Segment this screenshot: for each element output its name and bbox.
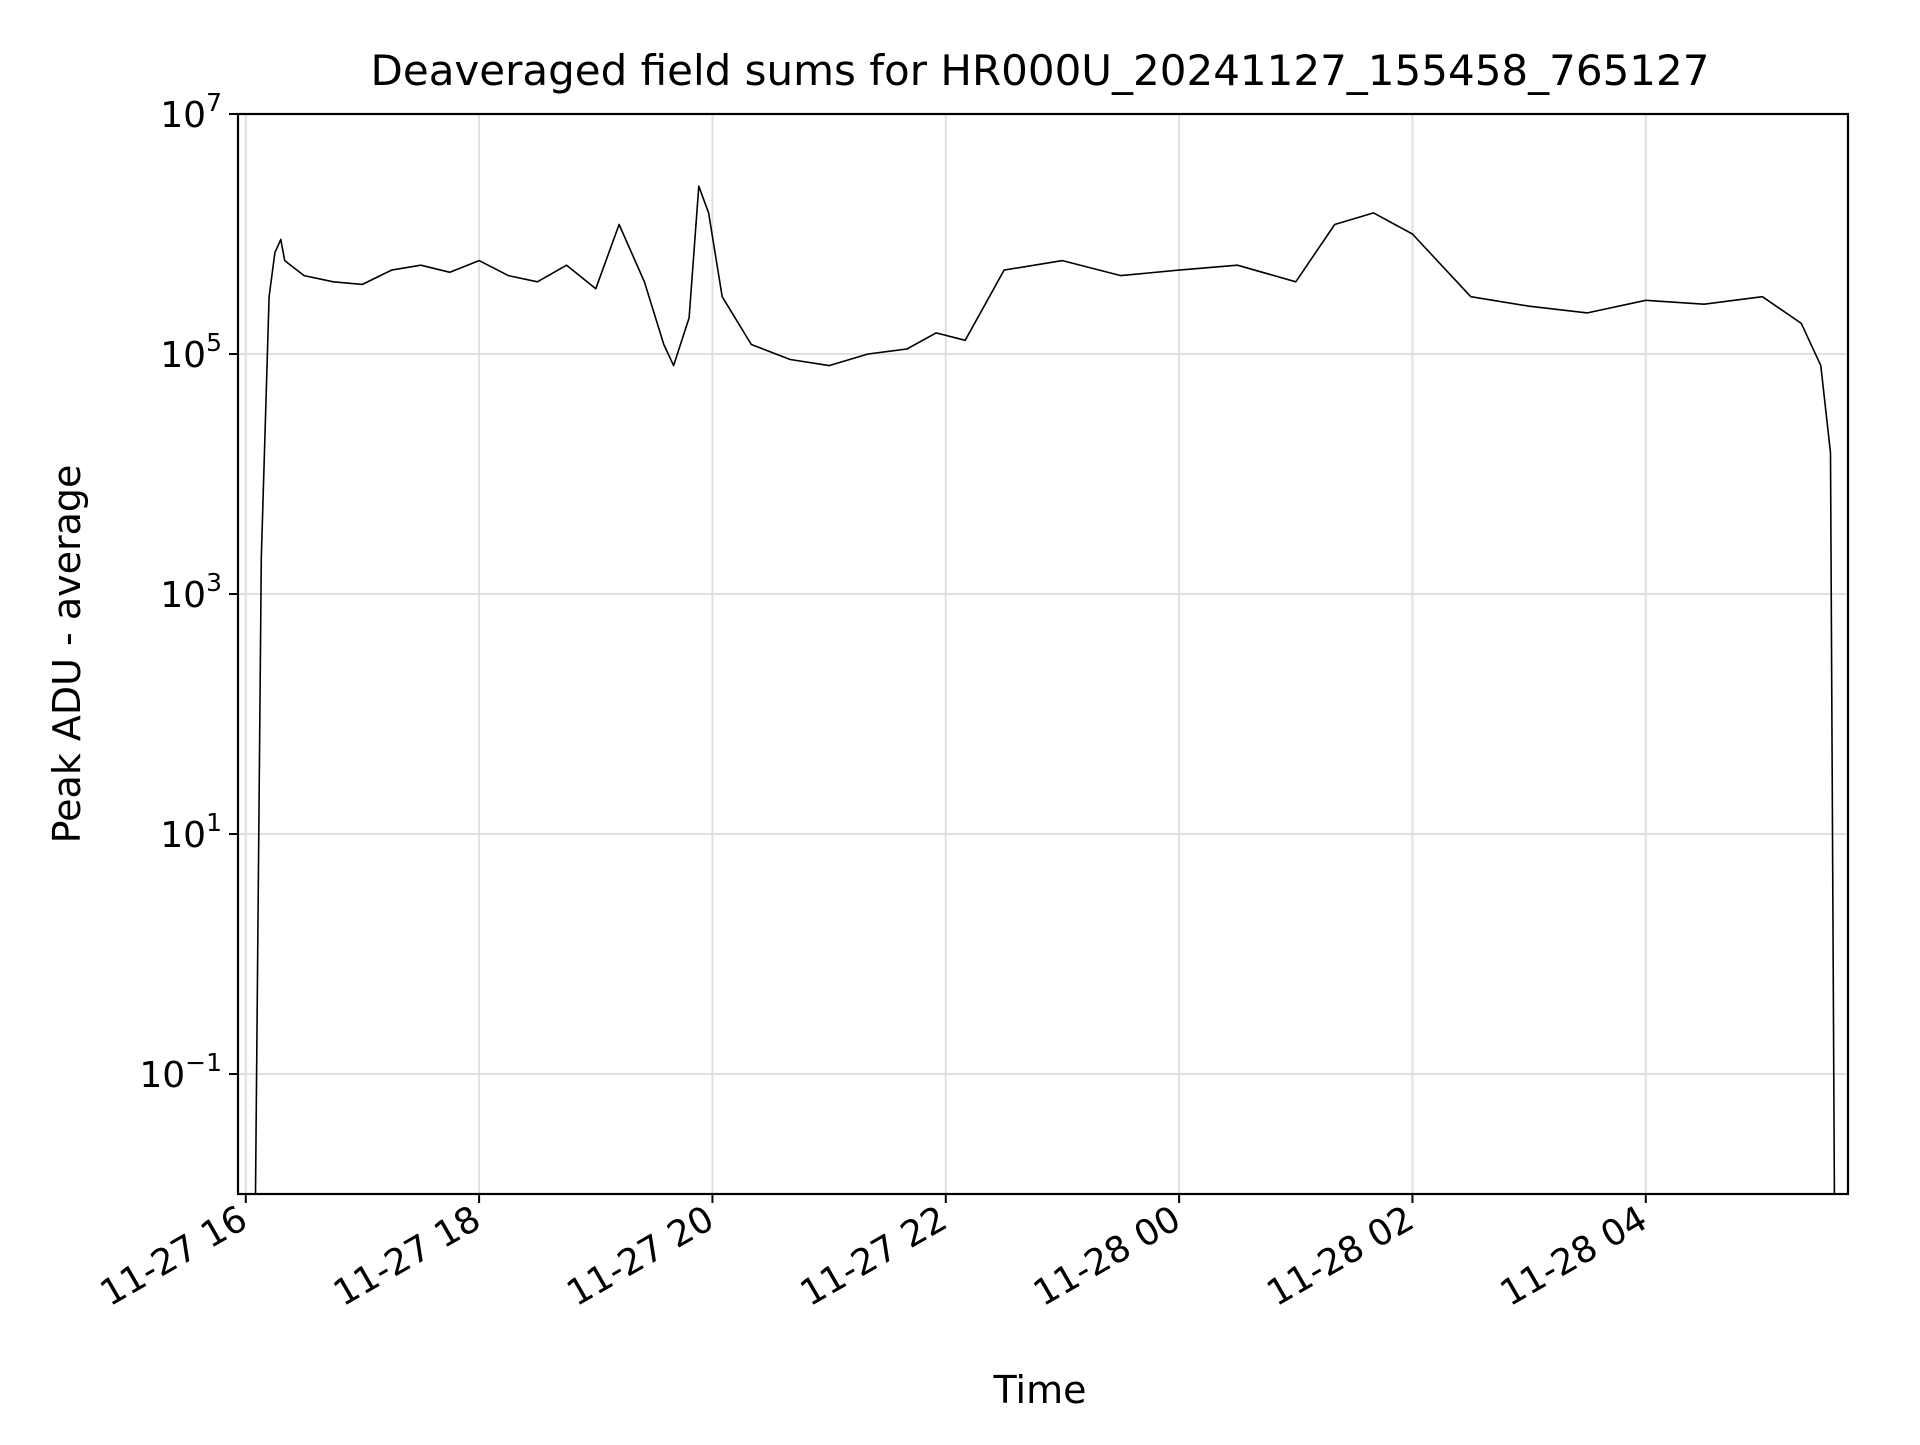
y-tick-label: 107 xyxy=(160,88,222,136)
grid xyxy=(238,113,1848,1194)
y-axis: 10−1 101 103 105 107 xyxy=(139,88,238,1096)
series-layer xyxy=(254,185,1836,1195)
y-axis-label: Peak ADU - average xyxy=(45,465,89,844)
series-line xyxy=(254,185,1836,1195)
y-tick-label: 105 xyxy=(160,328,222,376)
x-axis-label: Time xyxy=(993,1368,1087,1412)
y-tick-label: 101 xyxy=(160,808,222,856)
y-tick-label: 103 xyxy=(160,568,222,616)
chart-title: Deaveraged field sums for HR000U_2024112… xyxy=(371,46,1710,95)
plot-area-frame xyxy=(236,112,1850,1196)
y-tick-label: 10−1 xyxy=(139,1048,222,1096)
